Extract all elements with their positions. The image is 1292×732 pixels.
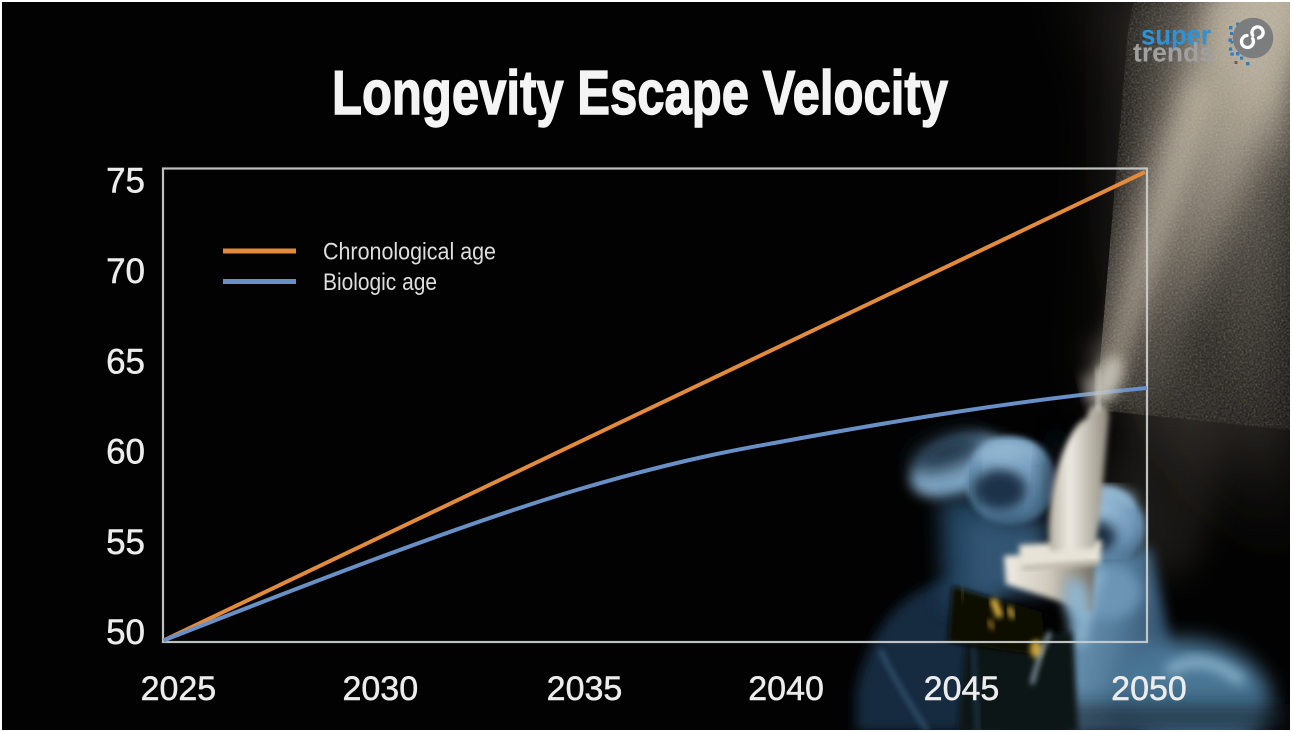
- svg-text:70: 70: [106, 252, 145, 291]
- svg-text:65: 65: [106, 342, 145, 381]
- svg-text:Chronological age: Chronological age: [323, 239, 496, 266]
- svg-text:2035: 2035: [547, 670, 623, 708]
- svg-text:2025: 2025: [141, 670, 217, 708]
- svg-text:2045: 2045: [924, 670, 1000, 708]
- svg-text:Biologic age: Biologic age: [323, 269, 437, 296]
- svg-text:trends: trends: [1133, 38, 1214, 68]
- svg-text:2050: 2050: [1111, 670, 1187, 708]
- svg-text:2040: 2040: [748, 670, 824, 708]
- svg-text:75: 75: [106, 162, 145, 201]
- svg-text:60: 60: [106, 433, 145, 472]
- svg-text:50: 50: [106, 613, 145, 652]
- svg-text:super: super: [1141, 20, 1211, 51]
- svg-text:55: 55: [106, 523, 145, 562]
- svg-text:Longevity Escape Velocity: Longevity Escape Velocity: [332, 59, 948, 128]
- svg-text:2030: 2030: [342, 670, 418, 708]
